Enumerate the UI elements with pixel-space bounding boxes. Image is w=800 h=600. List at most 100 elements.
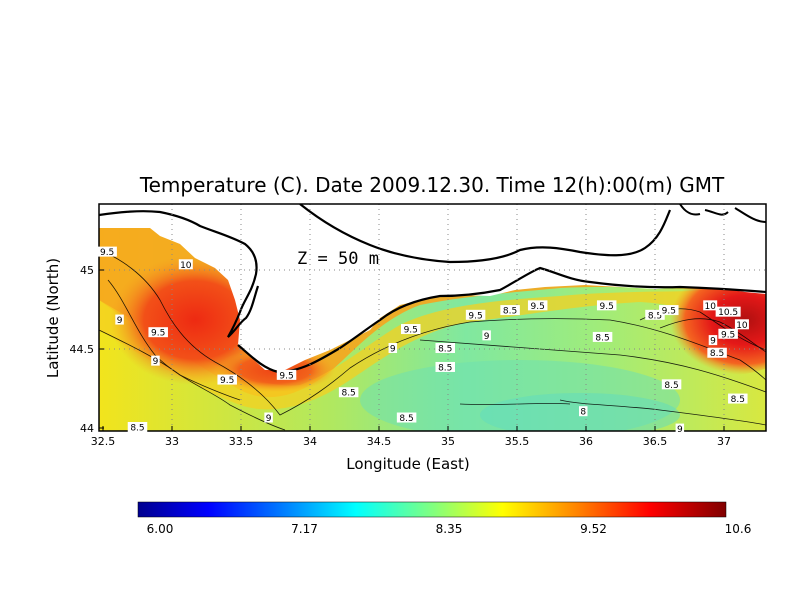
contour-label-bg [400, 324, 421, 335]
contour-label: 10 [736, 321, 748, 331]
contour-label-bg [435, 343, 455, 353]
contour-label: 9.5 [600, 302, 614, 312]
y-tick-label: 44.5 [70, 343, 95, 356]
contour-label-bg [151, 355, 160, 366]
contour-label-bg [592, 331, 613, 342]
x-tick-label: 36 [579, 435, 593, 448]
contour-label: 9.5 [721, 330, 735, 340]
colorbar-tick-label: 9.52 [580, 522, 607, 536]
contour-label: 9.5 [662, 307, 676, 317]
contour-label-bg [707, 347, 727, 358]
contour-label: 9.5 [151, 329, 165, 339]
chart-title: Temperature (C). Date 2009.12.30. Time 1… [139, 173, 725, 197]
contour-label-bg [596, 300, 617, 311]
contour-label: 8.5 [503, 307, 517, 317]
contour-label: 9.5 [279, 371, 293, 381]
contour-label-bg [734, 319, 749, 330]
contour-label-bg [396, 412, 417, 423]
y-tick-label: 44 [80, 422, 94, 435]
warm-core-east [655, 265, 766, 375]
contour-label: 8 [580, 408, 586, 418]
contour-label: 8.5 [130, 424, 144, 434]
crimea-coastline [99, 210, 260, 338]
temperature-field [99, 204, 766, 431]
contour-label-bg [659, 305, 679, 316]
x-tick-label: 35 [441, 435, 455, 448]
contour-label: 9 [266, 414, 272, 424]
colorbar-tick-label: 8.35 [436, 522, 463, 536]
x-tick-label: 37 [717, 435, 731, 448]
isotherms [99, 249, 766, 431]
contour-label-bg [527, 300, 548, 311]
azov-coastline [299, 204, 672, 264]
x-tick-label: 32.5 [91, 435, 116, 448]
contour-label-bg [115, 314, 124, 325]
contour-label-bg [338, 387, 359, 398]
contour-label: 9 [153, 357, 159, 367]
contour-label: 10 [704, 302, 716, 312]
x-tick-label: 35.5 [505, 435, 530, 448]
contour-label-bg [97, 246, 117, 257]
contour-label: 9 [677, 425, 683, 435]
contour-label: 8.5 [648, 311, 662, 321]
y-tick-label: 45 [80, 264, 94, 277]
contour-label-bg [645, 309, 665, 320]
colorbar-tick-label: 7.17 [291, 522, 318, 536]
x-tick-label: 33 [165, 435, 179, 448]
contour-label-bg [178, 259, 193, 270]
contour-label-bg [435, 361, 455, 372]
contour-label-bg [728, 393, 748, 404]
contour-label: 9 [390, 345, 396, 355]
contour-label: 8.5 [438, 345, 452, 355]
colorbar-ticks: 6.00 7.17 8.35 9.52 10.6 [147, 522, 752, 536]
land-mass [99, 204, 766, 370]
contour-label-bg [465, 309, 486, 320]
x-axis-ticks: 32.5 33 33.5 34 34.5 35 35.5 36 36.5 37 [91, 426, 731, 448]
contour-label: 9.5 [531, 302, 545, 312]
y-axis-label: Latitude (North) [44, 258, 62, 378]
colorbar-tick-label: 10.6 [725, 522, 752, 536]
contour-label: 9 [117, 316, 123, 326]
contour-label-bg [500, 305, 520, 316]
contour-label-bg [148, 327, 168, 338]
contour-label: 9.5 [220, 376, 234, 386]
y-axis-ticks: 45 44.5 44 [70, 264, 104, 435]
contour-label: 8.5 [399, 414, 413, 424]
contour-label: 9 [710, 337, 716, 347]
south-coastline [237, 266, 766, 374]
contour-label: 9.5 [404, 326, 418, 336]
contour-label: 10.5 [718, 308, 738, 318]
contour-label-bg [264, 412, 273, 423]
x-tick-label: 33.5 [229, 435, 254, 448]
contour-label: 9.5 [468, 311, 482, 321]
x-tick-label: 34 [303, 435, 317, 448]
contour-label-bg [127, 422, 148, 432]
contour-label: 10 [180, 261, 192, 271]
contour-label-bg [276, 369, 297, 380]
contour-label: 8.5 [595, 333, 609, 343]
contour-label-bg [703, 300, 718, 311]
contour-label: 8.5 [664, 381, 678, 391]
contour-label-bg [388, 343, 398, 353]
contour-label-bg [675, 423, 685, 434]
x-tick-label: 36.5 [643, 435, 668, 448]
map-frame [98, 203, 767, 432]
colorbar-tick-label: 6.00 [147, 522, 174, 536]
contour-label: 8.5 [341, 389, 355, 399]
contour-label-bg [715, 306, 741, 317]
contour-label: 8.5 [731, 395, 745, 405]
colorbar [137, 501, 727, 518]
contour-label-bg [217, 374, 237, 385]
contour-label: 8.5 [438, 363, 452, 373]
contour-label-bg [578, 406, 588, 417]
contour-label: 8.5 [710, 349, 724, 359]
depth-label: Z = 50 m [297, 249, 379, 269]
contour-label-bg [718, 328, 738, 339]
x-tick-label: 34.5 [367, 435, 392, 448]
x-axis-label: Longitude (East) [346, 455, 469, 473]
contour-label-bg [708, 335, 718, 346]
contour-label-bg [482, 330, 491, 341]
kerch-coastline [679, 204, 766, 223]
contour-label: 9.5 [100, 248, 114, 258]
